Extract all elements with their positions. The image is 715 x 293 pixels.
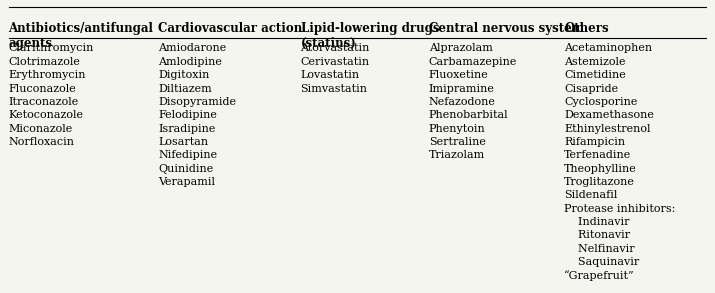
- Text: Cyclosporine: Cyclosporine: [564, 97, 637, 107]
- Text: Lovastatin: Lovastatin: [300, 70, 360, 80]
- Text: Amiodarone: Amiodarone: [158, 43, 227, 53]
- Text: Imipramine: Imipramine: [429, 84, 495, 93]
- Text: Miconazole: Miconazole: [9, 124, 73, 134]
- Text: Carbamazepine: Carbamazepine: [429, 57, 517, 67]
- Text: Ethinylestrenol: Ethinylestrenol: [564, 124, 651, 134]
- Text: Central nervous system: Central nervous system: [429, 22, 584, 35]
- Text: Nelfinavir: Nelfinavir: [564, 244, 635, 254]
- Text: Nifedipine: Nifedipine: [158, 150, 217, 160]
- Text: Sertraline: Sertraline: [429, 137, 485, 147]
- Text: Verapamil: Verapamil: [158, 177, 215, 187]
- Text: Nefazodone: Nefazodone: [429, 97, 495, 107]
- Text: Cerivastatin: Cerivastatin: [300, 57, 370, 67]
- Text: Sildenafil: Sildenafil: [564, 190, 618, 200]
- Text: Atorvastatin: Atorvastatin: [300, 43, 370, 53]
- Text: Clotrimazole: Clotrimazole: [9, 57, 80, 67]
- Text: Cimetidine: Cimetidine: [564, 70, 626, 80]
- Text: “Grapefruit”: “Grapefruit”: [564, 270, 635, 281]
- Text: Phenytoin: Phenytoin: [429, 124, 485, 134]
- Text: Ritonavir: Ritonavir: [564, 230, 630, 240]
- Text: Cisapride: Cisapride: [564, 84, 618, 93]
- Text: Astemizole: Astemizole: [564, 57, 626, 67]
- Text: Acetaminophen: Acetaminophen: [564, 43, 652, 53]
- Text: Erythromycin: Erythromycin: [9, 70, 86, 80]
- Text: Troglitazone: Troglitazone: [564, 177, 635, 187]
- Text: Simvastatin: Simvastatin: [300, 84, 368, 93]
- Text: Norfloxacin: Norfloxacin: [9, 137, 74, 147]
- Text: Antibiotics/antifungal
agents: Antibiotics/antifungal agents: [9, 22, 154, 50]
- Text: Amlodipine: Amlodipine: [158, 57, 222, 67]
- Text: Phenobarbital: Phenobarbital: [429, 110, 508, 120]
- Text: Lipid-lowering drugs
(statins): Lipid-lowering drugs (statins): [300, 22, 439, 50]
- Text: Saquinavir: Saquinavir: [564, 257, 639, 267]
- Text: Cardiovascular action: Cardiovascular action: [158, 22, 302, 35]
- Text: Disopyramide: Disopyramide: [158, 97, 236, 107]
- Text: Itraconazole: Itraconazole: [9, 97, 79, 107]
- Text: Theophylline: Theophylline: [564, 163, 637, 174]
- Text: Diltiazem: Diltiazem: [158, 84, 212, 93]
- Text: Triazolam: Triazolam: [429, 150, 485, 160]
- Text: Ketoconazole: Ketoconazole: [9, 110, 84, 120]
- Text: Alprazolam: Alprazolam: [429, 43, 493, 53]
- Text: Felodipine: Felodipine: [158, 110, 217, 120]
- Text: Terfenadine: Terfenadine: [564, 150, 631, 160]
- Text: Others: Others: [564, 22, 608, 35]
- Text: Fluoxetine: Fluoxetine: [429, 70, 488, 80]
- Text: Rifampicin: Rifampicin: [564, 137, 625, 147]
- Text: Protease inhibitors:: Protease inhibitors:: [564, 204, 676, 214]
- Text: Isradipine: Isradipine: [158, 124, 215, 134]
- Text: Digitoxin: Digitoxin: [158, 70, 209, 80]
- Text: Losartan: Losartan: [158, 137, 208, 147]
- Text: Quinidine: Quinidine: [158, 163, 213, 174]
- Text: Dexamethasone: Dexamethasone: [564, 110, 654, 120]
- Text: Fluconazole: Fluconazole: [9, 84, 77, 93]
- Text: Clarithromycin: Clarithromycin: [9, 43, 94, 53]
- Text: Indinavir: Indinavir: [564, 217, 629, 227]
